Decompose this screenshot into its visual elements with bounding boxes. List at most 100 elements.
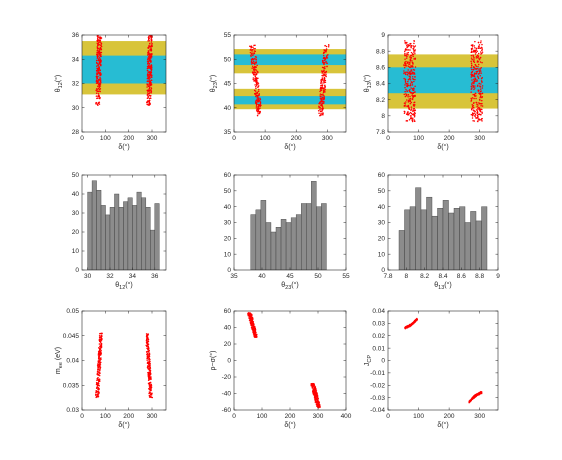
panel-p32: 0 100 200 300 400 -60 -40 -20 0 20 40 60 δ(°) ρ−σ(°) — [209, 308, 352, 429]
scatter-point — [481, 49, 483, 51]
scatter-point — [96, 51, 98, 54]
x-tick-label: 45 — [286, 273, 294, 280]
scatter-point — [404, 80, 407, 83]
scatter-point — [97, 384, 99, 387]
scatter-point — [409, 78, 412, 81]
scatter-point — [99, 352, 102, 355]
scatter-point — [150, 49, 152, 51]
scatter-point — [148, 97, 151, 100]
y-tick-label: 0.03 — [66, 407, 79, 414]
bar — [91, 180, 97, 270]
scatter-point — [479, 57, 482, 59]
bar — [280, 219, 287, 270]
scatter-point — [147, 76, 150, 79]
scatter-point — [477, 45, 480, 47]
scatter-point — [98, 385, 100, 387]
scatter-point — [147, 101, 150, 103]
scatter-point — [99, 354, 102, 356]
y-tick-label: 60 — [378, 172, 386, 179]
scatter-point — [403, 102, 406, 104]
scatter-point — [471, 79, 473, 81]
scatter-point — [256, 92, 258, 95]
scatter-point — [316, 399, 319, 401]
scatter-point — [323, 95, 325, 97]
scatter-point — [150, 79, 152, 82]
scatter-point — [148, 368, 150, 370]
scatter-point — [255, 105, 258, 107]
bar — [114, 193, 120, 270]
scatter-point — [257, 107, 259, 109]
scatter-point — [97, 394, 99, 396]
scatter-point — [410, 69, 413, 72]
scatter-point — [409, 56, 411, 58]
scatter-point — [98, 41, 100, 43]
y-tick-label: 0.03 — [372, 321, 385, 328]
scatter-point — [315, 404, 318, 406]
bar — [255, 209, 262, 270]
scatter-point — [150, 83, 152, 86]
x-tick-label: 100 — [257, 413, 268, 420]
scatter-point — [474, 92, 477, 95]
scatter-point — [404, 84, 406, 86]
scatter-point — [99, 345, 101, 347]
scatter-point — [146, 366, 149, 368]
scatter-point — [99, 71, 102, 74]
scatter-point — [473, 78, 475, 80]
scatter-point — [147, 343, 149, 346]
scatter-point — [323, 102, 325, 104]
scatter-point — [99, 365, 101, 368]
bar — [290, 217, 297, 270]
scatter-point — [100, 346, 102, 349]
scatter-point — [471, 398, 473, 401]
scatter-point — [148, 35, 151, 37]
scatter-point — [321, 59, 324, 62]
scatter-point — [406, 73, 409, 76]
scatter-point — [481, 92, 483, 95]
y-tick-label: 20 — [224, 236, 232, 243]
scatter-point — [403, 77, 405, 80]
scatter-point — [477, 116, 479, 119]
scatter-point — [148, 37, 151, 39]
scatter-point — [251, 52, 253, 55]
scatter-point — [478, 58, 481, 61]
scatter-point — [311, 385, 314, 387]
scatter-point — [316, 395, 318, 398]
scatter-point — [146, 67, 149, 70]
scatter-point — [100, 342, 103, 345]
x-tick-label: 100 — [413, 135, 424, 142]
scatter-point — [412, 55, 414, 58]
scatter-point — [98, 372, 101, 374]
scatter-point — [147, 355, 149, 358]
scatter-point — [98, 97, 101, 100]
scatter-point — [315, 398, 317, 400]
scatter-point — [404, 40, 406, 42]
scatter-point — [414, 78, 416, 81]
scatter-point — [410, 46, 412, 49]
y-tick-label: -60 — [222, 407, 232, 414]
scatter-point — [409, 42, 411, 45]
scatter-point — [252, 54, 254, 57]
bar — [442, 200, 449, 270]
scatter-point — [252, 78, 254, 81]
scatter-point — [98, 350, 100, 353]
plot-area-p13 — [388, 40, 498, 123]
scatter-point — [257, 113, 259, 115]
y-tick-label: 40 — [378, 204, 386, 211]
y-tick-label: 28 — [72, 129, 80, 136]
scatter-point — [479, 75, 481, 77]
scatter-point — [476, 120, 479, 122]
scatter-point — [150, 389, 152, 391]
scatter-point — [410, 92, 412, 94]
y-axis-label: θ13(°) — [363, 75, 373, 93]
scatter-point — [410, 81, 413, 83]
scatter-point — [320, 82, 322, 85]
scatter-point — [408, 75, 411, 78]
x-tick-label: 0 — [232, 135, 236, 142]
scatter-point — [258, 108, 260, 110]
scatter-point — [322, 75, 324, 77]
scatter-point — [474, 53, 477, 55]
scatter-point — [476, 102, 478, 104]
scatter-point — [475, 67, 478, 70]
scatter-point — [96, 371, 99, 373]
scatter-point — [480, 80, 483, 82]
